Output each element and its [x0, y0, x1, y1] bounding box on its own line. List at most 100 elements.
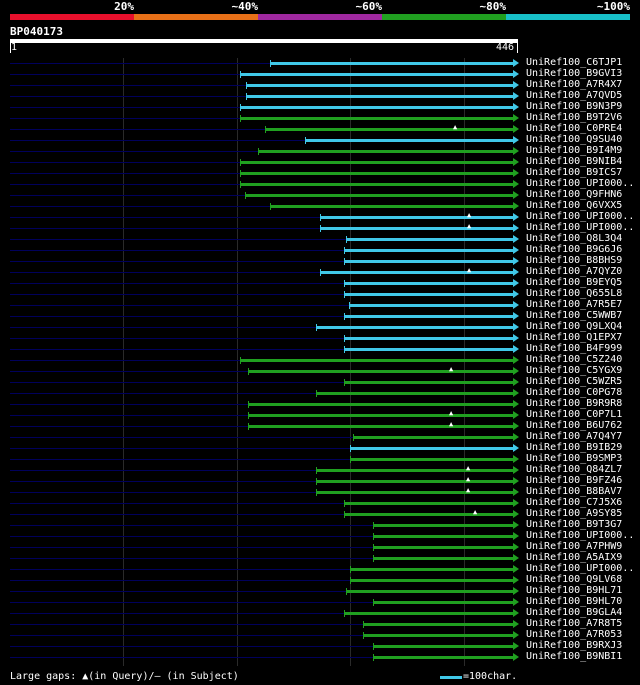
hit-row[interactable]: UniRef100_Q1EPX7 — [0, 332, 640, 344]
hit-label-link[interactable]: UniRef100_C5YGX9 — [526, 365, 623, 376]
hit-row[interactable]: UniRef100_B9HL70 — [0, 596, 640, 608]
hit-row[interactable]: UniRef100_C5WZR5 — [0, 376, 640, 388]
hit-label-link[interactable]: UniRef100_C5Z240 — [526, 354, 623, 365]
hit-label-link[interactable]: UniRef100_C5WZR5 — [526, 376, 623, 387]
hit-alignment-bar[interactable] — [246, 84, 514, 87]
hit-alignment-bar[interactable] — [350, 447, 514, 450]
hit-alignment-bar[interactable] — [270, 205, 514, 208]
hit-alignment-bar[interactable] — [344, 337, 514, 340]
hit-label-link[interactable]: UniRef100_B9SMP3 — [526, 453, 623, 464]
hit-row[interactable]: UniRef100_A7R5E7 — [0, 299, 640, 311]
hit-row[interactable]: UniRef100_B9NBI1 — [0, 651, 640, 663]
hit-label-link[interactable]: UniRef100_B9N3P9 — [526, 101, 623, 112]
hit-label-link[interactable]: UniRef100_UPI000.. — [526, 530, 635, 541]
hit-label-link[interactable]: UniRef100_B9HL70 — [526, 596, 623, 607]
hit-label-link[interactable]: UniRef100_B9G6J6 — [526, 244, 623, 255]
hit-label-link[interactable]: UniRef100_B9NBI1 — [526, 651, 623, 662]
hit-alignment-bar[interactable] — [344, 315, 514, 318]
hit-row[interactable]: UniRef100_B9G6J6 — [0, 244, 640, 256]
hit-label-link[interactable]: UniRef100_A5AIX9 — [526, 552, 623, 563]
hit-alignment-bar[interactable] — [240, 117, 514, 120]
hit-row[interactable]: UniRef100_Q9FHN6 — [0, 189, 640, 201]
hit-row[interactable]: UniRef100_B9NIB4 — [0, 156, 640, 168]
hit-row[interactable]: ▲ UniRef100_A7QYZ0 — [0, 266, 640, 278]
hit-alignment-bar[interactable] — [248, 403, 514, 406]
hit-alignment-bar[interactable] — [246, 95, 514, 98]
hit-alignment-bar[interactable] — [346, 238, 514, 241]
hit-row[interactable]: UniRef100_Q655L8 — [0, 288, 640, 300]
hit-row[interactable]: ▲ UniRef100_UPI000.. — [0, 211, 640, 223]
hit-label-link[interactable]: UniRef100_B9I4M9 — [526, 145, 623, 156]
hit-alignment-bar[interactable] — [344, 612, 514, 615]
hit-alignment-bar[interactable] — [353, 436, 514, 439]
hit-label-link[interactable]: UniRef100_C5WWB7 — [526, 310, 623, 321]
hit-row[interactable]: ▲ UniRef100_A9SY85 — [0, 508, 640, 520]
hit-alignment-bar[interactable] — [265, 128, 514, 131]
hit-label-link[interactable]: UniRef100_B8BHS9 — [526, 255, 623, 266]
hit-label-link[interactable]: UniRef100_B4F999 — [526, 343, 623, 354]
hit-row[interactable]: UniRef100_C5Z240 — [0, 354, 640, 366]
hit-label-link[interactable]: UniRef100_A9SY85 — [526, 508, 623, 519]
hit-label-link[interactable]: UniRef100_A7QVD5 — [526, 90, 623, 101]
hit-label-link[interactable]: UniRef100_B9R9R8 — [526, 398, 623, 409]
hit-row[interactable]: UniRef100_B9ICS7 — [0, 167, 640, 179]
hit-row[interactable]: UniRef100_Q9LV68 — [0, 574, 640, 586]
hit-row[interactable]: UniRef100_A7R053 — [0, 629, 640, 641]
hit-alignment-bar[interactable] — [245, 194, 514, 197]
hit-label-link[interactable]: UniRef100_C0PG78 — [526, 387, 623, 398]
hit-alignment-bar[interactable] — [350, 579, 514, 582]
hit-alignment-bar[interactable] — [240, 183, 514, 186]
hit-label-link[interactable]: UniRef100_B9FZ46 — [526, 475, 623, 486]
hit-alignment-bar[interactable] — [240, 172, 514, 175]
hit-label-link[interactable]: UniRef100_Q655L8 — [526, 288, 623, 299]
hit-row[interactable]: UniRef100_B9GLA4 — [0, 607, 640, 619]
hit-alignment-bar[interactable] — [320, 227, 514, 230]
hit-alignment-bar[interactable] — [350, 568, 514, 571]
hit-row[interactable]: ▲ UniRef100_B9FZ46 — [0, 475, 640, 487]
hit-row[interactable]: UniRef100_UPI000.. — [0, 563, 640, 575]
hit-alignment-bar[interactable] — [373, 645, 514, 648]
hit-row[interactable]: UniRef100_A5AIX9 — [0, 552, 640, 564]
hit-row[interactable]: UniRef100_B9I4M9 — [0, 145, 640, 157]
hit-row[interactable]: UniRef100_Q9SU40 — [0, 134, 640, 146]
hit-row[interactable]: UniRef100_A7R8T5 — [0, 618, 640, 630]
hit-label-link[interactable]: UniRef100_B9T3G7 — [526, 519, 623, 530]
hit-row[interactable]: UniRef100_B9SMP3 — [0, 453, 640, 465]
hit-alignment-bar[interactable] — [316, 480, 514, 483]
hit-row[interactable]: ▲ UniRef100_B8BAV7 — [0, 486, 640, 498]
hit-label-link[interactable]: UniRef100_B9T2V6 — [526, 112, 623, 123]
hit-label-link[interactable]: UniRef100_B9RXJ3 — [526, 640, 623, 651]
hit-label-link[interactable]: UniRef100_B9GVI3 — [526, 68, 623, 79]
hit-row[interactable]: UniRef100_B9N3P9 — [0, 101, 640, 113]
hit-alignment-bar[interactable] — [344, 502, 514, 505]
hit-alignment-bar[interactable] — [373, 546, 514, 549]
hit-alignment-bar[interactable] — [373, 656, 514, 659]
hit-alignment-bar[interactable] — [240, 359, 514, 362]
hit-row[interactable]: ▲ UniRef100_C0P7L1 — [0, 409, 640, 421]
hit-row[interactable]: UniRef100_B9IB29 — [0, 442, 640, 454]
hit-row[interactable]: UniRef100_B9GVI3 — [0, 68, 640, 80]
hit-label-link[interactable]: UniRef100_A7QYZ0 — [526, 266, 623, 277]
hit-alignment-bar[interactable] — [240, 106, 514, 109]
hit-row[interactable]: UniRef100_A7QVD5 — [0, 90, 640, 102]
hit-alignment-bar[interactable] — [363, 634, 514, 637]
hit-row[interactable]: UniRef100_C0PG78 — [0, 387, 640, 399]
hit-label-link[interactable]: UniRef100_UPI000.. — [526, 563, 635, 574]
hit-label-link[interactable]: UniRef100_C7J5X6 — [526, 497, 623, 508]
hit-label-link[interactable]: UniRef100_UPI000.. — [526, 211, 635, 222]
hit-alignment-bar[interactable] — [248, 425, 514, 428]
hit-alignment-bar[interactable] — [349, 304, 514, 307]
hit-alignment-bar[interactable] — [346, 590, 514, 593]
hit-row[interactable]: UniRef100_Q8L3Q4 — [0, 233, 640, 245]
hit-row[interactable]: ▲ UniRef100_UPI000.. — [0, 222, 640, 234]
hit-alignment-bar[interactable] — [258, 150, 514, 153]
hit-alignment-bar[interactable] — [344, 249, 514, 252]
hit-label-link[interactable]: UniRef100_UPI000.. — [526, 178, 635, 189]
hit-row[interactable]: UniRef100_B9R9R8 — [0, 398, 640, 410]
hit-alignment-bar[interactable] — [316, 392, 514, 395]
hit-row[interactable]: UniRef100_C7J5X6 — [0, 497, 640, 509]
hit-label-link[interactable]: UniRef100_Q9FHN6 — [526, 189, 623, 200]
hit-alignment-bar[interactable] — [316, 326, 514, 329]
hit-label-link[interactable]: UniRef100_Q8L3Q4 — [526, 233, 623, 244]
hit-row[interactable]: UniRef100_A7Q4Y7 — [0, 431, 640, 443]
